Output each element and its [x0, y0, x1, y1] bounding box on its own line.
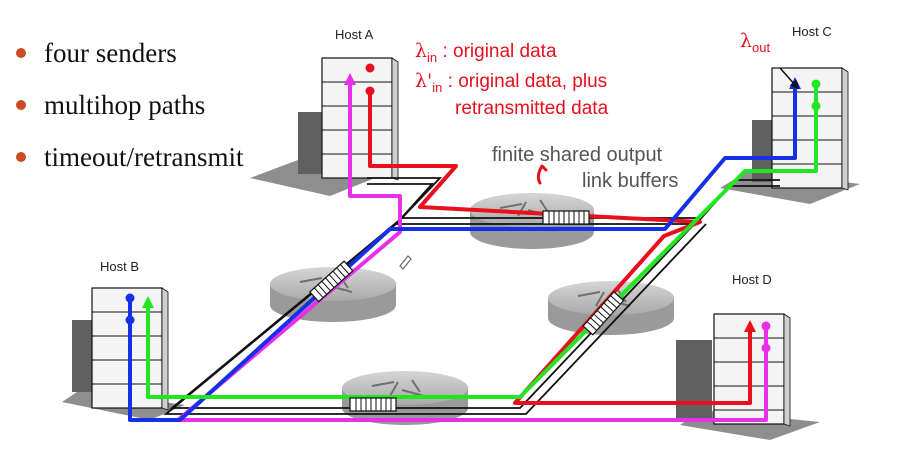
lambda-out-subscript: out: [752, 39, 771, 55]
host-d-magenta-dot-2: [761, 343, 771, 353]
host-d-magenta-dot-1: [761, 321, 771, 331]
host-b-label: Host B: [100, 259, 140, 274]
lambda-prime-in-text-line1: : original data, plus: [442, 71, 608, 92]
buffers-caption-line2: link buffers: [582, 170, 679, 192]
lambda-out-arrow: [779, 67, 799, 90]
lambda-in-subscript: in: [427, 49, 438, 65]
host-c-green-dot-2: [811, 101, 821, 111]
bullet-item-four-senders: four senders: [14, 30, 243, 82]
buffers-caption-line1: finite shared output: [492, 144, 663, 166]
blue-flow-path: [128, 77, 801, 422]
lambda-out-symbol: λ: [740, 30, 753, 52]
lambda-in-label: λin : original data: [415, 40, 557, 65]
buffer-bottom: [349, 397, 397, 412]
red-flow-path: [368, 92, 756, 405]
bullet-item-multihop-paths: multihop paths: [14, 82, 243, 134]
lambda-prime-symbol: λ': [415, 70, 433, 92]
lambda-prime-in-dot: [365, 86, 375, 96]
host-b-computer: [62, 287, 185, 420]
lambda-out-label: λout: [740, 30, 770, 55]
host-b-blue-dot-2: [125, 315, 135, 325]
green-flow-path: [142, 84, 818, 399]
lambda-prime-in-subscript: in: [432, 79, 443, 95]
buffer-top: [542, 210, 590, 225]
bullet-list: four senders multihop paths timeout/retr…: [14, 30, 243, 186]
buffer-left: [309, 260, 354, 303]
host-a-computer: [250, 57, 399, 196]
host-c-label: Host C: [792, 24, 832, 39]
lambda-in-source-dot: [365, 63, 375, 73]
lambda-in-text: : original data: [437, 41, 557, 62]
pencil-cursor-icon: [399, 255, 412, 270]
bullet-item-timeout-retransmit: timeout/retransmit: [14, 134, 243, 186]
buffer-pointer-mark: [536, 164, 548, 185]
host-c-computer: [720, 67, 860, 204]
buffer-right: [582, 291, 625, 336]
host-a-label: Host A: [335, 27, 374, 42]
lambda-prime-in-text-line2: retransmitted data: [455, 98, 609, 119]
lambda-prime-in-label: λ'in : original data, plus: [415, 70, 607, 95]
host-c-green-dot-1: [811, 79, 821, 89]
host-b-blue-dot-1: [125, 293, 135, 303]
host-d-label: Host D: [732, 272, 772, 287]
magenta-flow-path: [176, 73, 768, 422]
lambda-symbol: λ: [415, 40, 428, 62]
